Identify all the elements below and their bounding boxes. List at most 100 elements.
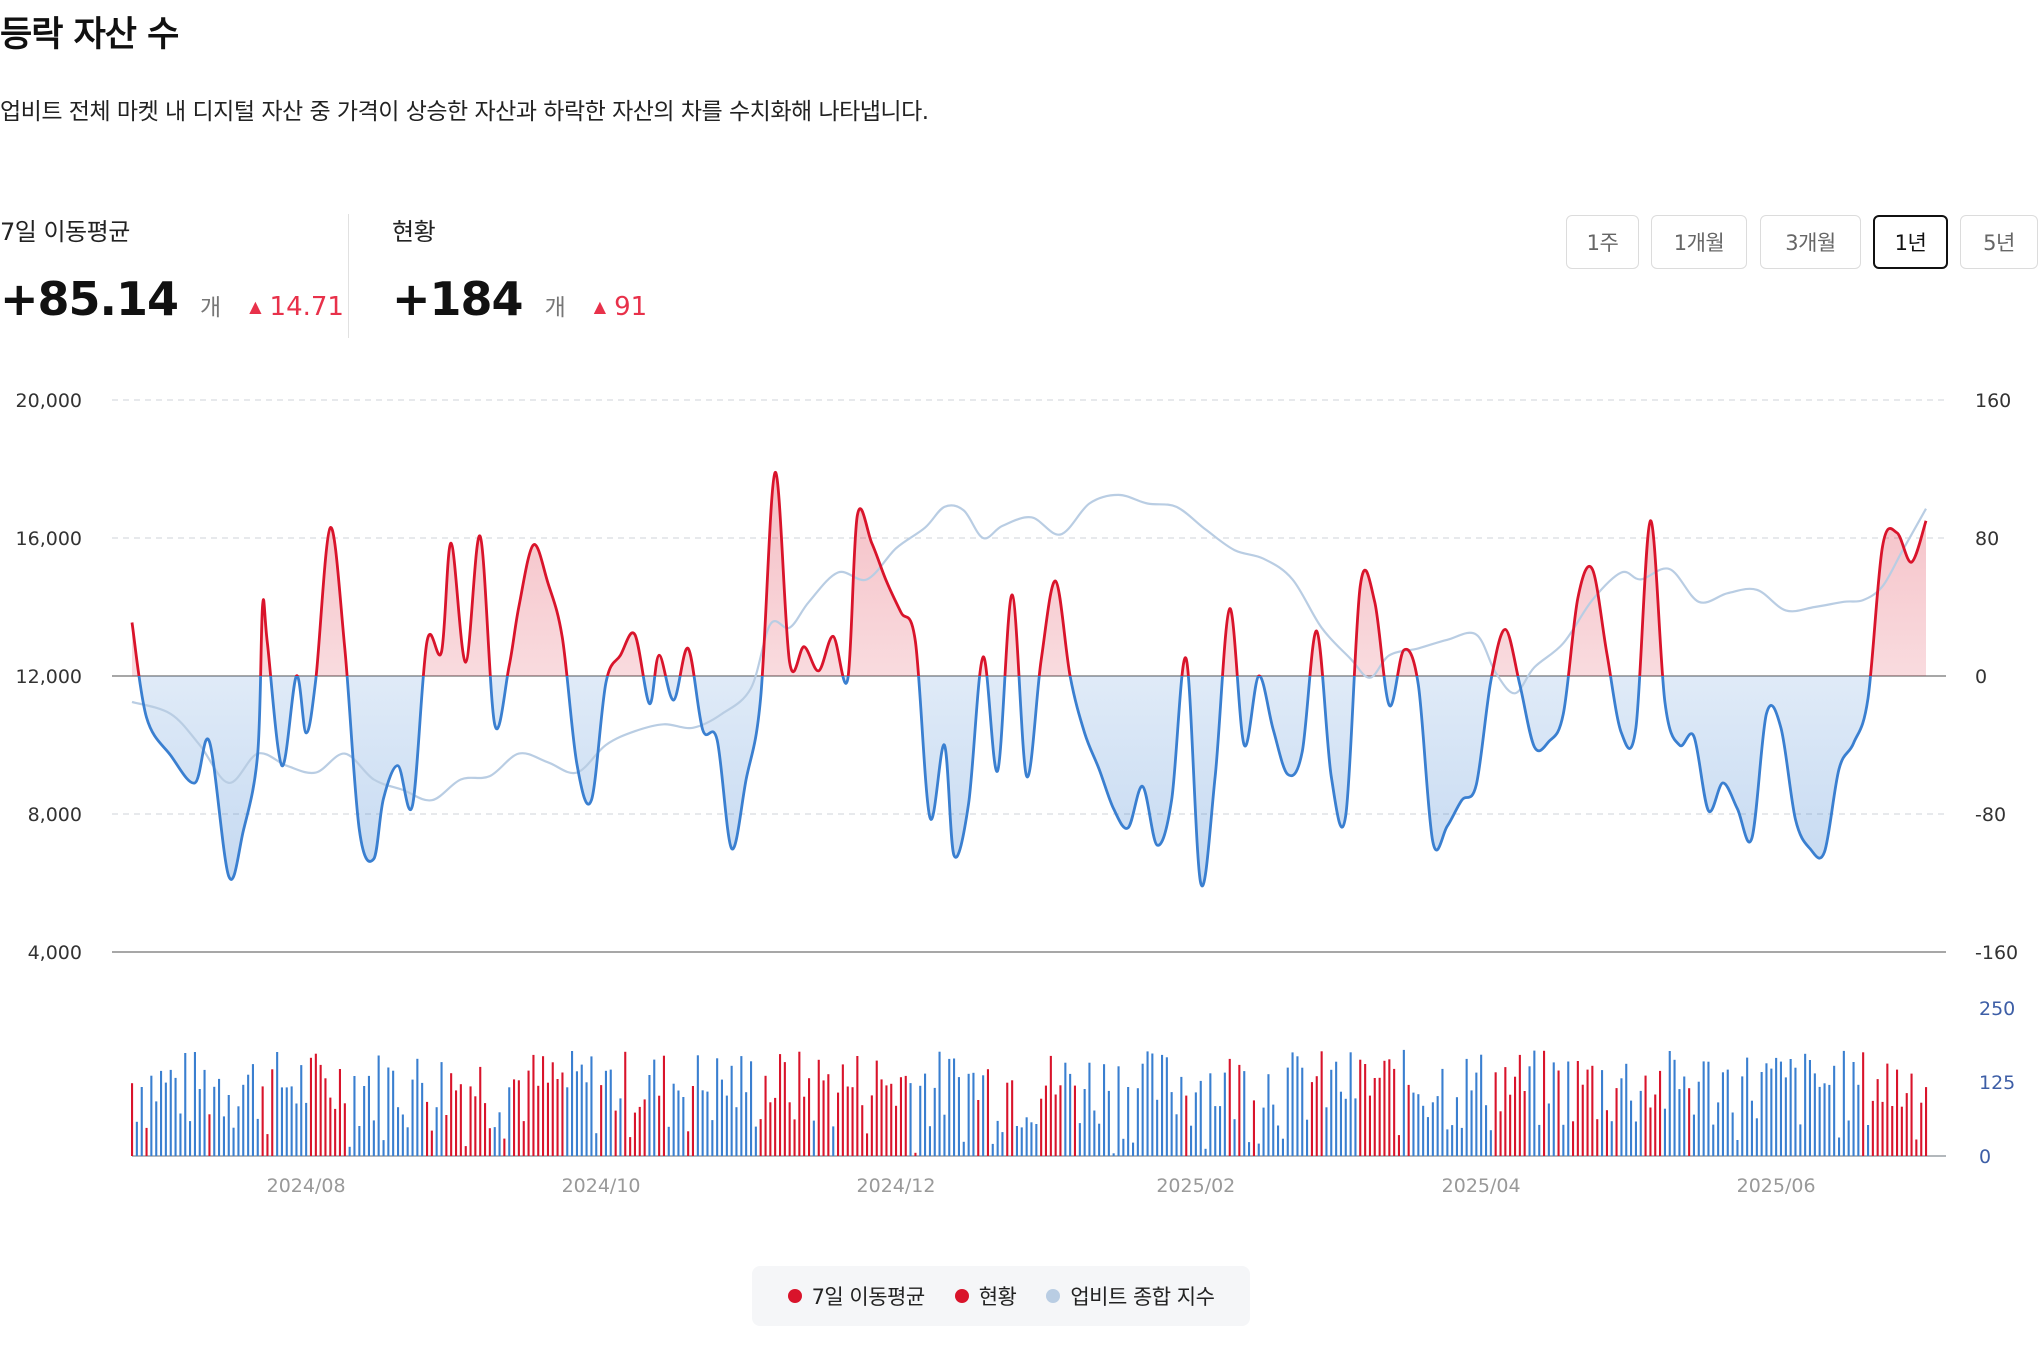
volume-bar xyxy=(1620,1078,1623,1156)
volume-bar xyxy=(1775,1057,1778,1156)
volume-bar xyxy=(1257,1143,1260,1156)
volume-bar xyxy=(1910,1073,1913,1156)
axis-labels: 20,000 160 16,000 80 12,000 0 8,000 -80 4,000 -16… xyxy=(16,390,2019,1197)
index-series xyxy=(131,493,1927,802)
volume-bar xyxy=(1634,1121,1637,1156)
volume-bar xyxy=(1876,1079,1879,1156)
volume-bar xyxy=(735,1107,738,1156)
x-axis-tick: 2024/10 xyxy=(562,1175,641,1197)
volume-bar xyxy=(493,1127,496,1156)
volume-bar xyxy=(503,1138,506,1156)
volume-bar xyxy=(1190,1125,1193,1156)
left-axis-tick: 12,000 xyxy=(16,666,82,688)
volume-bar xyxy=(604,1070,607,1156)
range-1m-button[interactable]: 1개월 xyxy=(1651,215,1747,269)
volume-bar xyxy=(1412,1092,1415,1156)
volume-bar xyxy=(609,1069,612,1156)
volume-bar xyxy=(1678,1089,1681,1156)
volume-bar xyxy=(764,1075,767,1156)
volume-bar xyxy=(532,1054,535,1156)
legend-item-index[interactable]: 업비트 종합 지수 xyxy=(1046,1281,1215,1311)
volume-bar xyxy=(841,1064,844,1156)
volume-bar xyxy=(1122,1138,1125,1156)
volume-bar xyxy=(1784,1077,1787,1156)
legend-item-current[interactable]: 현황 xyxy=(954,1281,1017,1311)
volume-bar xyxy=(131,1083,134,1156)
volume-bar xyxy=(1455,1097,1458,1156)
volume-bar xyxy=(1630,1100,1633,1156)
volume-bar xyxy=(343,1103,346,1156)
range-1w-button[interactable]: 1주 xyxy=(1566,215,1639,269)
volume-bar xyxy=(638,1106,641,1156)
volume-bar xyxy=(1867,1125,1870,1156)
moving-average-value: +85.14 xyxy=(0,272,179,326)
stat-divider xyxy=(348,214,349,338)
volume-bar xyxy=(1494,1072,1497,1156)
volume-bar xyxy=(324,1078,327,1156)
volume-bar xyxy=(150,1075,153,1156)
volume-bar xyxy=(1760,1072,1763,1156)
volume-bar xyxy=(266,1134,269,1156)
volume-bar xyxy=(1001,1132,1004,1156)
volume-bar xyxy=(1214,1106,1217,1156)
volume-bar xyxy=(1417,1094,1420,1156)
volume-bar xyxy=(953,1058,956,1156)
volume-bar xyxy=(899,1077,902,1156)
volume-bar xyxy=(977,1100,980,1156)
volume-bar xyxy=(445,1115,448,1156)
volume-bar xyxy=(832,1126,835,1156)
volume-bar xyxy=(314,1053,317,1156)
volume-bar xyxy=(256,1118,259,1156)
volume-bar xyxy=(1601,1070,1604,1156)
volume-bar xyxy=(309,1057,312,1156)
left-axis-tick: 20,000 xyxy=(16,390,82,412)
legend-dot-current xyxy=(954,1289,969,1303)
volume-bar xyxy=(846,1086,849,1156)
volume-bar xyxy=(1180,1076,1183,1156)
volume-bar xyxy=(1533,1050,1536,1156)
volume-bar xyxy=(677,1090,680,1156)
current-change: ▲ 91 xyxy=(594,292,647,322)
volume-bar xyxy=(261,1086,264,1156)
volume-bar xyxy=(1721,1072,1724,1156)
volume-bar xyxy=(600,1085,603,1156)
volume-bar xyxy=(1132,1142,1135,1156)
volume-bar xyxy=(1688,1088,1691,1156)
volume-bar xyxy=(1871,1100,1874,1156)
right-axis-tick: 160 xyxy=(1975,390,2011,412)
volume-bar xyxy=(1344,1098,1347,1156)
volume-bar xyxy=(643,1099,646,1156)
volume-bar xyxy=(1141,1063,1144,1156)
volume-bar xyxy=(982,1075,985,1156)
volume-bar xyxy=(1393,1068,1396,1156)
volume-bar xyxy=(856,1056,859,1156)
current-change-value: 91 xyxy=(614,292,648,322)
volume-bar xyxy=(667,1126,670,1156)
volume-bar xyxy=(774,1097,777,1156)
volume-bar xyxy=(1663,1108,1666,1156)
volume-bar xyxy=(1543,1050,1546,1156)
range-5y-button[interactable]: 5년 xyxy=(1960,215,2038,269)
volume-bar xyxy=(1093,1110,1096,1156)
breadth-chart: 20,000 160 16,000 80 12,000 0 8,000 -80 4,000 -16… xyxy=(16,390,2019,1197)
volume-bar xyxy=(924,1073,927,1156)
volume-bar xyxy=(1591,1065,1594,1156)
range-3m-button[interactable]: 3개월 xyxy=(1760,215,1861,269)
volume-bar xyxy=(1480,1054,1483,1156)
right-axis-tick: -80 xyxy=(1975,804,2006,826)
volume-bar xyxy=(1383,1060,1386,1156)
volume-bar xyxy=(1596,1119,1599,1156)
range-1y-button[interactable]: 1년 xyxy=(1873,215,1948,269)
volume-bar xyxy=(1523,1091,1526,1156)
volume-bar xyxy=(890,1083,893,1156)
volume-bar xyxy=(537,1085,540,1156)
volume-bar xyxy=(1576,1061,1579,1156)
volume-bar xyxy=(754,1126,757,1156)
volume-bar xyxy=(759,1119,762,1156)
volume-bar xyxy=(522,1121,525,1156)
volume-bar xyxy=(1581,1084,1584,1156)
volume-bar xyxy=(943,1114,946,1156)
legend-item-moving-average[interactable]: 7일 이동평균 xyxy=(787,1281,925,1311)
volume-bar xyxy=(1813,1073,1816,1156)
volume-bar xyxy=(1035,1124,1038,1156)
